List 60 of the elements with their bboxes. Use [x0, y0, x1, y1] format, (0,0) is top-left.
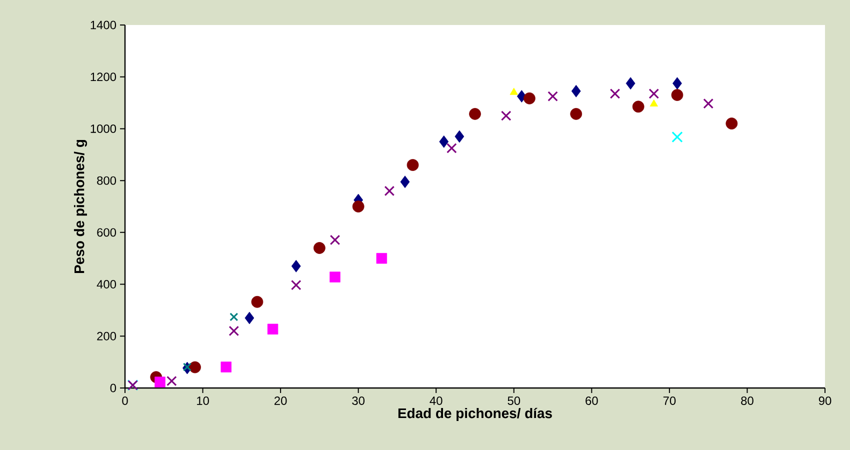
- point: [726, 118, 738, 130]
- point: [220, 362, 232, 372]
- point: [244, 312, 254, 324]
- x-tick-label: 50: [508, 396, 520, 405]
- point: [384, 186, 395, 196]
- y-tick-label: 600: [97, 228, 116, 237]
- x-tick-label: 70: [663, 396, 676, 405]
- point: [189, 361, 201, 374]
- point: [469, 108, 481, 120]
- y-tick-label: 1400: [90, 20, 116, 30]
- point: [400, 176, 410, 188]
- point: [154, 376, 166, 388]
- point: [570, 108, 582, 120]
- x-tick-label: 0: [122, 396, 128, 405]
- point: [571, 84, 581, 98]
- y-tick-label: 800: [97, 176, 116, 185]
- point: [524, 92, 536, 104]
- point: [330, 272, 340, 282]
- point: [650, 99, 658, 107]
- x-tick-label: 30: [352, 396, 365, 405]
- point: [446, 142, 457, 154]
- y-tick-label: 400: [96, 280, 116, 289]
- point: [290, 280, 302, 290]
- y-tick-label: 1000: [90, 124, 116, 133]
- point: [376, 252, 388, 264]
- y-axis-title: Peso de pichones/ g: [74, 140, 88, 273]
- x-tick-label: 90: [818, 396, 832, 405]
- x-tick-label: 40: [430, 396, 442, 405]
- point: [267, 324, 278, 334]
- point: [610, 88, 620, 99]
- point: [439, 135, 449, 148]
- point: [291, 260, 301, 272]
- x-tick-label: 10: [197, 396, 209, 405]
- point: [671, 89, 684, 101]
- point: [672, 131, 683, 143]
- point: [632, 100, 644, 113]
- x-tick-label: 20: [274, 396, 287, 405]
- point: [352, 200, 364, 212]
- point: [314, 242, 326, 254]
- point: [454, 130, 464, 143]
- point: [230, 312, 238, 322]
- point: [703, 98, 714, 109]
- point: [510, 88, 518, 95]
- point: [500, 110, 512, 121]
- y-tick-label: 1200: [90, 72, 116, 82]
- y-tick-label: 0: [110, 384, 116, 392]
- point: [672, 77, 682, 90]
- point: [251, 296, 264, 308]
- point: [228, 326, 240, 336]
- x-tick-label: 80: [741, 396, 754, 405]
- point: [330, 234, 340, 246]
- point: [406, 159, 419, 171]
- point: [648, 88, 660, 99]
- point: [626, 77, 636, 90]
- x-axis-title: Edad de pichones/ días: [398, 408, 552, 421]
- point: [166, 376, 177, 386]
- point: [548, 91, 558, 102]
- x-tick-label: 60: [586, 396, 598, 405]
- y-tick-label: 200: [97, 332, 116, 340]
- point: [182, 362, 192, 372]
